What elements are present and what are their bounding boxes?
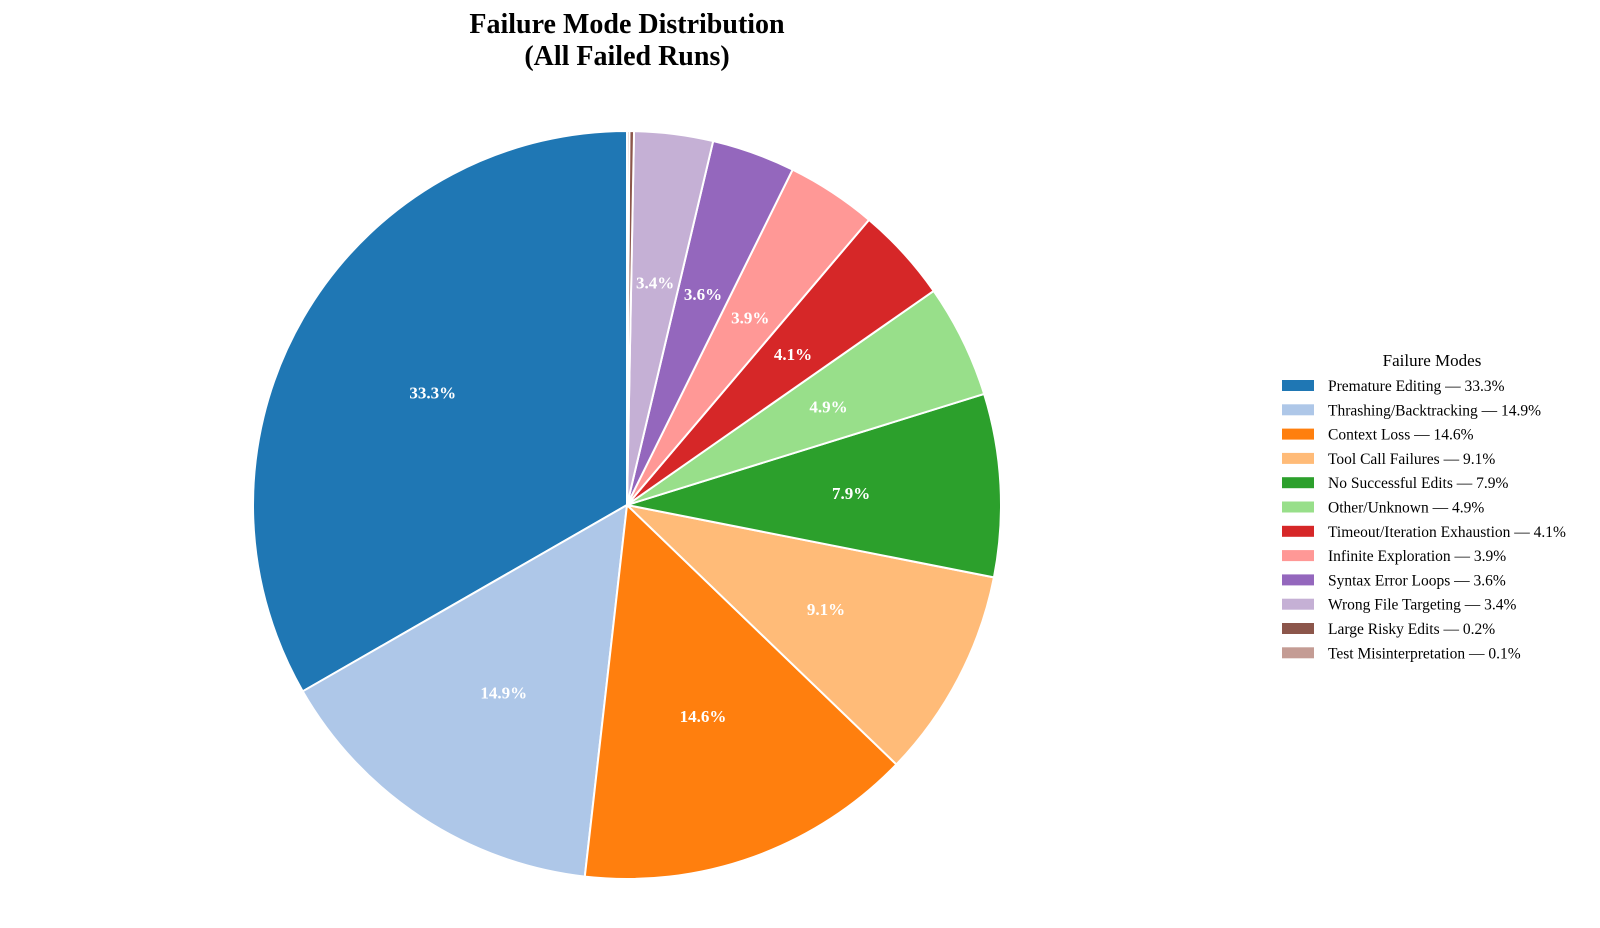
slice-label-context-loss: 14.6%	[680, 707, 727, 726]
chart-title-line2: (All Failed Runs)	[524, 41, 729, 72]
legend-swatch-tool-call-failures	[1282, 452, 1314, 464]
chart-title-line1: Failure Mode Distribution	[469, 9, 785, 40]
pie-slices	[252, 130, 1002, 880]
legend-swatch-infinite-exploration	[1282, 550, 1314, 562]
legend-swatch-wrong-file-targeting	[1282, 598, 1314, 610]
slice-label-thrashing-backtracking: 14.9%	[480, 684, 527, 703]
legend-swatch-context-loss	[1282, 428, 1314, 440]
legend-label-thrashing-backtracking: Thrashing/Backtracking — 14.9%	[1328, 402, 1541, 419]
pie-slice-tool-call-failures	[626, 504, 995, 766]
pie-slice-labels: 33.3% 14.9% 14.6% 9.1% 7.9% 4.9% 4.1% 3.9% 3.6% 3…	[409, 273, 870, 726]
slice-label-tool-call-failures: 9.1%	[807, 600, 845, 619]
legend-label-context-loss: Context Loss — 14.6%	[1328, 427, 1474, 444]
legend-swatch-thrashing-backtracking	[1282, 404, 1314, 416]
legend-label-infinite-exploration: Infinite Exploration — 3.9%	[1328, 548, 1506, 565]
pie-slice-no-successful-edits	[626, 392, 1002, 579]
legend-label-premature-editing: Premature Editing — 33.3%	[1328, 378, 1505, 395]
legend-swatch-syntax-error-loops	[1282, 574, 1314, 586]
legend-label-syntax-error-loops: Syntax Error Loops — 3.6%	[1328, 572, 1506, 589]
legend-swatch-premature-editing	[1282, 380, 1314, 391]
pie-slice-context-loss	[583, 504, 898, 880]
legend-swatch-other-unknown	[1282, 501, 1314, 513]
legend-label-large-risky-edits: Large Risky Edits — 0.2%	[1328, 621, 1495, 638]
slice-label-other-unknown: 4.9%	[809, 397, 847, 416]
slice-label-infinite-exploration: 3.9%	[731, 308, 769, 327]
slice-label-timeout-iteration-exhaustion: 4.1%	[774, 345, 812, 364]
legend-swatch-no-successful-edits	[1282, 477, 1314, 489]
legend: Failure Modes Premature Editing — 33.3% T…	[1282, 351, 1566, 662]
pie-slice-test-misinterpretation	[626, 130, 631, 506]
legend-label-timeout-iteration-exhaustion: Timeout/Iteration Exhaustion — 4.1%	[1328, 524, 1566, 541]
slice-label-syntax-error-loops: 3.6%	[684, 285, 722, 304]
legend-label-other-unknown: Other/Unknown — 4.9%	[1328, 500, 1484, 517]
legend-swatch-test-misinterpretation	[1282, 647, 1314, 659]
legend-label-test-misinterpretation: Test Misinterpretation — 0.1%	[1328, 645, 1521, 662]
legend-label-wrong-file-targeting: Wrong File Targeting — 3.4%	[1328, 597, 1517, 614]
slice-label-wrong-file-targeting: 3.4%	[636, 273, 674, 292]
legend-swatch-large-risky-edits	[1282, 623, 1314, 634]
legend-label-tool-call-failures: Tool Call Failures — 9.1%	[1328, 451, 1495, 468]
slice-label-no-successful-edits: 7.9%	[832, 484, 870, 503]
legend-swatch-timeout-iteration-exhaustion	[1282, 525, 1314, 537]
legend-label-no-successful-edits: No Successful Edits — 7.9%	[1328, 475, 1508, 492]
pie-slice-thrashing-backtracking	[301, 504, 628, 878]
pie-slice-premature-editing	[252, 130, 628, 693]
slice-label-premature-editing: 33.3%	[409, 384, 456, 403]
legend-title: Failure Modes	[1383, 351, 1482, 370]
